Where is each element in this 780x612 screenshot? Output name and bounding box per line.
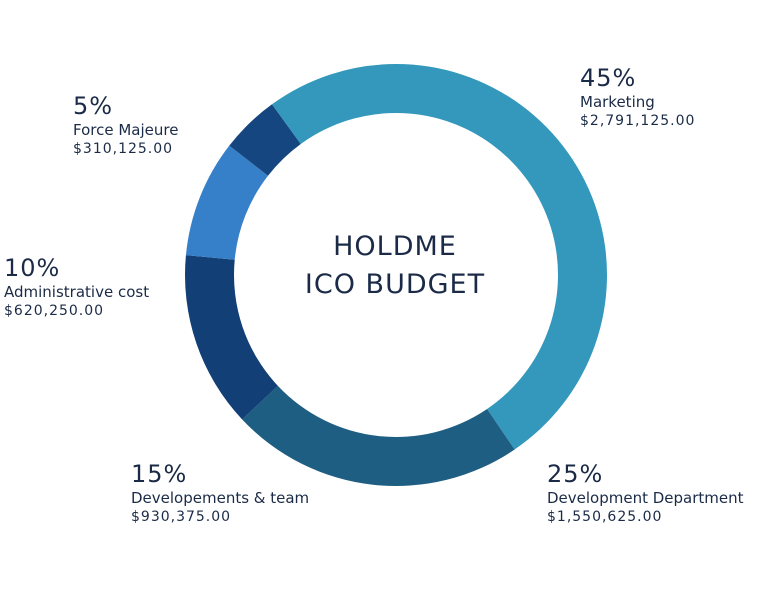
donut-slice-development-department (242, 385, 515, 487)
slice-percent: 15% (131, 460, 188, 488)
slice-name: Developements & team (131, 489, 310, 507)
donut-slice-force-majeure (229, 104, 301, 176)
donut-slice-developements-team (185, 255, 278, 420)
donut-slice-marketing (396, 64, 608, 450)
slice-amount: $1,550,625.00 (547, 509, 663, 525)
slice-label-development-department: 25% Development Department $1,550,625.00 (547, 460, 744, 526)
slice-label-developements-team: 15% Developements & team $930,375.00 (131, 460, 309, 526)
slice-name: Administrative cost (4, 283, 150, 301)
chart-title-line-2: ICO BUDGET (304, 269, 486, 300)
donut-slices (185, 64, 608, 487)
slice-amount: $2,791,125.00 (580, 113, 696, 129)
slice-percent: 45% (580, 64, 637, 92)
slice-label-marketing: 45% Marketing $2,791,125.00 (580, 64, 695, 130)
slice-percent: 10% (4, 254, 61, 282)
slice-name: Development Department (547, 489, 744, 507)
slice-amount: $620,250.00 (4, 303, 105, 319)
slice-percent: 25% (547, 460, 604, 488)
donut-slice-marketing-wrap (271, 64, 396, 144)
chart-center-title: HOLDME ICO BUDGET (245, 228, 545, 304)
slice-percent: 5% (73, 92, 114, 120)
slice-name: Force Majeure (73, 121, 179, 139)
chart-title-line-1: HOLDME (333, 231, 457, 262)
slice-name: Marketing (580, 93, 655, 111)
slice-label-administrative-cost: 10% Administrative cost $620,250.00 (4, 254, 149, 320)
slice-amount: $310,125.00 (73, 141, 174, 157)
slice-label-force-majeure: 5% Force Majeure $310,125.00 (73, 92, 178, 158)
slice-amount: $930,375.00 (131, 509, 232, 525)
donut-slice-administrative-cost (185, 145, 268, 260)
